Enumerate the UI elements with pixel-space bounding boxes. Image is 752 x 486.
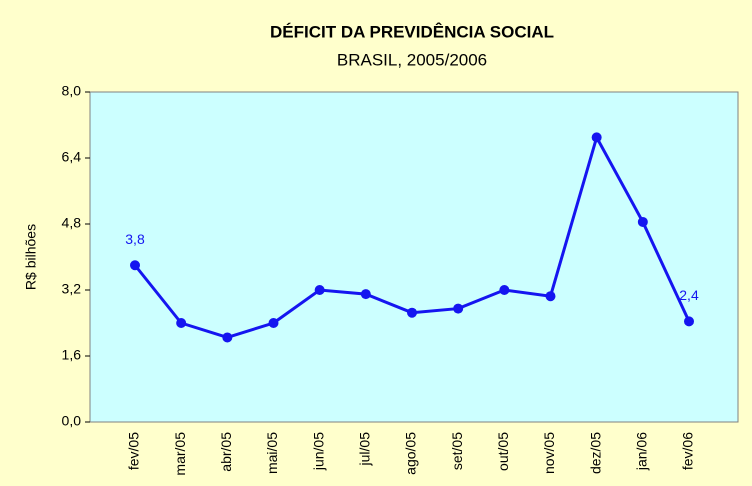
y-axis-label: R$ bilhões bbox=[23, 224, 39, 290]
point bbox=[360, 289, 371, 300]
point bbox=[591, 132, 602, 143]
chart-subtitle: BRASIL, 2005/2006 bbox=[337, 50, 487, 69]
x-tick-label: mai/05 bbox=[264, 432, 280, 474]
x-tick-label: set/05 bbox=[449, 432, 465, 470]
y-tick-label: 4,8 bbox=[62, 215, 82, 231]
data-label: 2,4 bbox=[679, 287, 699, 303]
plot-area bbox=[89, 91, 739, 423]
x-tick-label: out/05 bbox=[495, 432, 511, 471]
x-tick-label: jun/05 bbox=[310, 432, 326, 471]
x-tick-label: fev/06 bbox=[680, 432, 696, 470]
data-label: 3,8 bbox=[125, 231, 145, 247]
point bbox=[222, 332, 233, 343]
point bbox=[407, 307, 417, 318]
x-tick-label: mar/05 bbox=[172, 432, 188, 476]
y-tick-label: 0,0 bbox=[62, 413, 82, 429]
x-tick-label: jan/06 bbox=[634, 432, 650, 471]
x-tick-label: nov/05 bbox=[541, 432, 557, 474]
y-tick-label: 1,6 bbox=[62, 347, 82, 363]
y-tick-label: 6,4 bbox=[62, 149, 82, 165]
chart-title: DÉFICIT DA PREVIDÊNCIA SOCIAL bbox=[270, 22, 554, 41]
y-tick-label: 3,2 bbox=[62, 281, 82, 297]
point bbox=[453, 303, 464, 314]
point bbox=[637, 216, 648, 227]
x-tick-label: fev/05 bbox=[126, 432, 142, 470]
x-tick-label: abr/05 bbox=[218, 432, 234, 472]
point bbox=[684, 316, 694, 327]
point bbox=[545, 291, 556, 302]
point bbox=[130, 260, 140, 271]
x-tick-label: dez/05 bbox=[587, 432, 603, 474]
point bbox=[499, 285, 510, 295]
y-tick-label: 8,0 bbox=[62, 83, 82, 99]
point bbox=[176, 318, 187, 328]
point bbox=[268, 318, 279, 328]
point bbox=[314, 285, 325, 295]
x-tick-label: jul/05 bbox=[357, 432, 373, 467]
x-tick-label: ago/05 bbox=[403, 432, 419, 475]
